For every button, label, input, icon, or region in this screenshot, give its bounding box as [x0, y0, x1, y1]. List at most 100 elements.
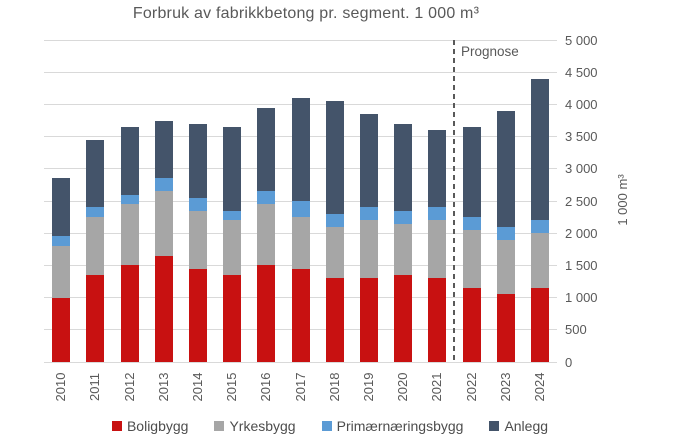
- bar-segment-yrkesbygg-2024: [530, 233, 549, 288]
- bar-segment-primærnæringsbygg-2015: [223, 210, 242, 221]
- legend-item-primærnæringsbygg: Primærnæringsbygg: [321, 418, 464, 434]
- bar-2015: [223, 40, 242, 362]
- bar-segment-yrkesbygg-2011: [86, 217, 105, 276]
- y-tick-label: 2 000: [565, 225, 598, 241]
- x-tick-label-2017: 2017: [292, 372, 308, 402]
- bar-segment-anlegg-2015: [223, 126, 242, 211]
- bar-segment-yrkesbygg-2018: [325, 226, 344, 279]
- bar-segment-anlegg-2013: [154, 120, 173, 179]
- bar-segment-primærnæringsbygg-2013: [154, 178, 173, 192]
- bar-2024: [530, 40, 549, 362]
- legend-label: Primærnæringsbygg: [336, 418, 464, 434]
- bar-segment-yrkesbygg-2022: [462, 230, 481, 288]
- bar-segment-boligbygg-2014: [188, 268, 207, 362]
- x-tick-label-2013: 2013: [155, 372, 171, 402]
- bar-segment-boligbygg-2010: [52, 297, 71, 362]
- legend-swatch-anlegg: [489, 421, 500, 431]
- bar-2023: [496, 40, 515, 362]
- y-tick-label: 4 500: [565, 64, 598, 80]
- bar-segment-yrkesbygg-2020: [394, 223, 413, 276]
- bar-segment-anlegg-2021: [428, 130, 447, 208]
- x-tick-label-2021: 2021: [429, 372, 445, 402]
- bar-2017: [291, 40, 310, 362]
- chart-title: Forbruk av fabrikkbetong pr. segment. 1 …: [132, 5, 480, 22]
- forecast-label: Prognose: [461, 44, 519, 59]
- legend-label: Boligbygg: [126, 418, 189, 434]
- x-tick-label-2016: 2016: [258, 372, 274, 402]
- bar-segment-primærnæringsbygg-2021: [428, 207, 447, 221]
- gridline: [44, 71, 557, 73]
- bar-segment-anlegg-2011: [86, 139, 105, 208]
- bar-segment-yrkesbygg-2013: [154, 191, 173, 256]
- x-tick-label-2019: 2019: [360, 372, 376, 402]
- x-tick-label-2020: 2020: [395, 372, 411, 402]
- x-tick-label-2015: 2015: [224, 372, 240, 402]
- bar-segment-anlegg-2010: [52, 178, 71, 237]
- gridline: [44, 39, 557, 41]
- bar-2020: [394, 40, 413, 362]
- bar-segment-primærnæringsbygg-2014: [188, 197, 207, 211]
- bar-segment-anlegg-2019: [359, 114, 378, 208]
- bar-segment-anlegg-2016: [257, 107, 276, 192]
- bar-2012: [120, 40, 139, 362]
- bar-segment-yrkesbygg-2014: [188, 210, 207, 269]
- bar-segment-anlegg-2018: [325, 101, 344, 214]
- legend-item-boligbygg: Boligbygg: [111, 418, 189, 434]
- bar-segment-anlegg-2020: [394, 123, 413, 211]
- bar-segment-primærnæringsbygg-2019: [359, 207, 378, 221]
- bar-segment-boligbygg-2024: [530, 287, 549, 362]
- bar-segment-primærnæringsbygg-2010: [52, 236, 71, 247]
- bar-segment-yrkesbygg-2023: [496, 239, 515, 295]
- bar-segment-primærnæringsbygg-2017: [291, 201, 310, 218]
- legend-label: Yrkesbygg: [229, 418, 296, 434]
- bar-segment-primærnæringsbygg-2012: [120, 194, 139, 205]
- x-tick-label-2018: 2018: [326, 372, 342, 402]
- bar-segment-anlegg-2012: [120, 126, 139, 195]
- gridline: [44, 361, 557, 363]
- legend-item-anlegg: Anlegg: [489, 418, 548, 434]
- x-tick-label-2011: 2011: [87, 373, 103, 401]
- bar-segment-primærnæringsbygg-2016: [257, 191, 276, 205]
- bar-segment-primærnæringsbygg-2011: [86, 207, 105, 218]
- x-tick-label-2022: 2022: [463, 372, 479, 402]
- bar-segment-primærnæringsbygg-2018: [325, 213, 344, 227]
- bar-segment-yrkesbygg-2021: [428, 220, 447, 279]
- bar-segment-boligbygg-2013: [154, 255, 173, 362]
- bar-segment-anlegg-2023: [496, 110, 515, 227]
- legend-swatch-yrkesbygg: [214, 421, 225, 431]
- bar-segment-boligbygg-2020: [394, 275, 413, 362]
- bar-segment-yrkesbygg-2012: [120, 204, 139, 266]
- plot-area: Prognose: [44, 39, 557, 363]
- bar-segment-boligbygg-2011: [86, 275, 105, 362]
- bar-2010: [52, 40, 71, 362]
- legend: Boligbygg Yrkesbygg Primærnæringsbygg Anleg…: [0, 416, 660, 436]
- bar-segment-boligbygg-2023: [496, 294, 515, 362]
- y-tick-label: 3 000: [565, 161, 598, 177]
- bar-segment-anlegg-2022: [462, 126, 481, 218]
- forecast-divider-line: [453, 40, 456, 362]
- x-tick-label-2024: 2024: [531, 372, 547, 402]
- bar-segment-yrkesbygg-2019: [359, 220, 378, 279]
- bar-segment-boligbygg-2019: [359, 278, 378, 362]
- bar-segment-primærnæringsbygg-2024: [530, 220, 549, 234]
- y-tick-label: 5 000: [565, 32, 598, 48]
- bar-segment-boligbygg-2012: [120, 265, 139, 362]
- bar-segment-boligbygg-2018: [325, 278, 344, 362]
- y-axis-unit-label: 1 000 m³: [615, 174, 630, 226]
- legend-label: Anlegg: [504, 418, 549, 434]
- x-tick-label-2012: 2012: [121, 372, 137, 402]
- x-tick-label-2014: 2014: [189, 372, 205, 402]
- bar-2021: [428, 40, 447, 362]
- y-tick-label: 3 500: [565, 129, 598, 145]
- x-tick-label-2023: 2023: [497, 372, 513, 402]
- bar-2019: [359, 40, 378, 362]
- y-tick-label: 500: [565, 322, 587, 338]
- bar-segment-anlegg-2014: [188, 123, 207, 198]
- bar-segment-boligbygg-2015: [223, 275, 242, 362]
- bar-segment-anlegg-2017: [291, 97, 310, 202]
- bar-segment-yrkesbygg-2016: [257, 204, 276, 266]
- bar-segment-primærnæringsbygg-2023: [496, 226, 515, 240]
- x-tick-label-2010: 2010: [53, 372, 69, 402]
- bar-2013: [154, 40, 173, 362]
- bar-segment-primærnæringsbygg-2022: [462, 217, 481, 230]
